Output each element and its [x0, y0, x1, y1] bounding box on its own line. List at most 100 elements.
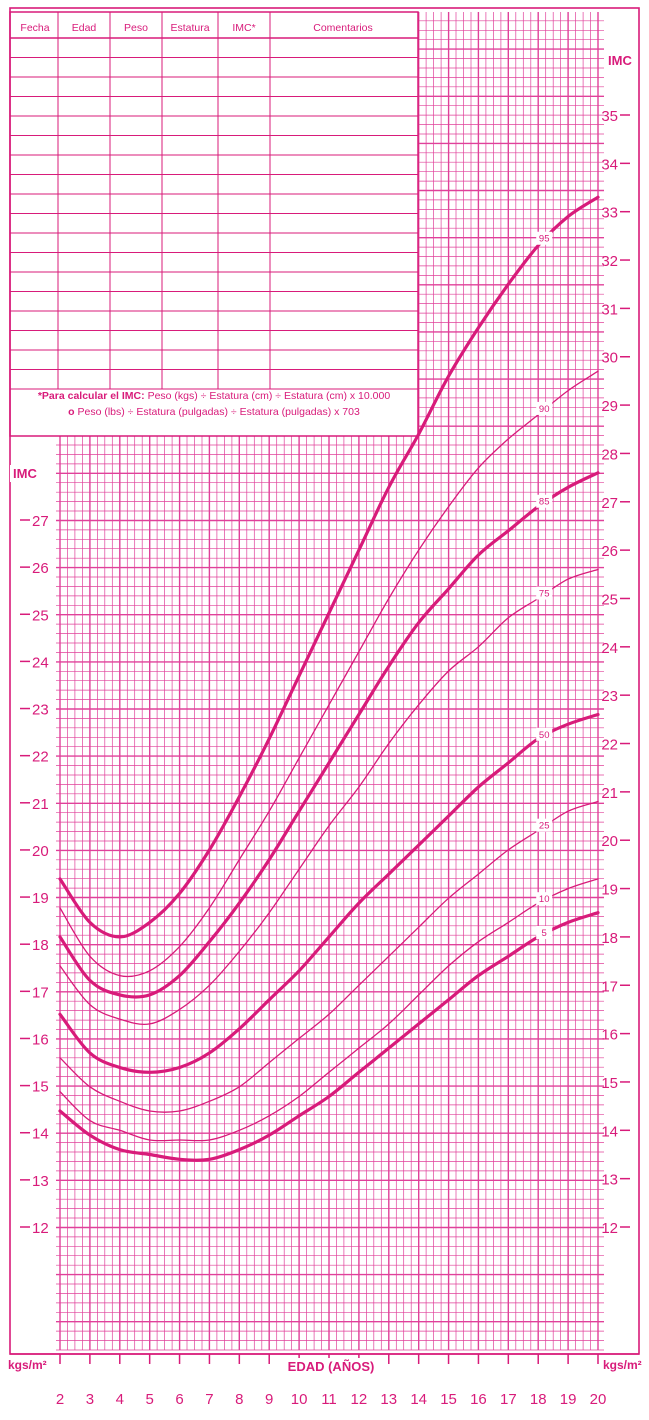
percentile-label-bg: [536, 892, 553, 906]
right-tick-label: 27: [601, 495, 618, 512]
left-tick-label: 25: [32, 607, 49, 624]
x-tick-label: 2: [56, 1391, 64, 1408]
x-tick-label: 6: [175, 1391, 183, 1408]
percentile-labels: 95 90 85 75 50 25 10 5: [536, 231, 553, 940]
right-tick-label: 31: [601, 301, 618, 318]
header-peso: Peso: [124, 22, 148, 34]
percentile-curves: [58, 195, 600, 1162]
right-tick-label: 14: [601, 1123, 618, 1140]
right-tick-label: 15: [601, 1075, 618, 1092]
x-tick-label: 17: [500, 1391, 517, 1408]
left-tick-label: 13: [32, 1173, 49, 1190]
imc-right-label: IMC: [605, 52, 635, 69]
formula-line2: Peso (lbs) ÷ Estatura (pulgadas) ÷ Estat…: [77, 406, 360, 418]
left-tick-label: 20: [32, 843, 49, 860]
x-tick-label: 20: [590, 1391, 607, 1408]
percentile-label-bg: [536, 401, 553, 415]
right-tick-label: 34: [601, 156, 618, 173]
percentile-label-5: 5: [542, 928, 547, 939]
percentile-label-25: 25: [539, 821, 550, 832]
header-fecha: Fecha: [20, 22, 50, 34]
percentile-label-bg: [536, 818, 553, 832]
x-tick-label: 13: [380, 1391, 397, 1408]
x-tick-label: 3: [86, 1391, 94, 1408]
header-edad: Edad: [71, 22, 97, 34]
x-tick-label: 5: [145, 1391, 153, 1408]
right-tick-label: 28: [601, 446, 618, 463]
left-tick-label: 26: [32, 560, 49, 577]
unit-right-label: kgs/m²: [603, 1358, 642, 1372]
left-tick-label: 12: [32, 1220, 49, 1237]
percentile-label-95: 95: [539, 234, 550, 245]
percentile-curve-95: [58, 195, 600, 939]
right-tick-label: 12: [601, 1220, 618, 1237]
formula-line1-bold: *Para calcular el IMC:: [37, 390, 145, 402]
percentile-curve-50: [58, 712, 600, 1074]
x-tick-label: 12: [351, 1391, 368, 1408]
right-tick-label: 23: [601, 688, 618, 705]
left-tick-label: 14: [32, 1126, 49, 1143]
header-estatura: Estatura: [170, 22, 210, 34]
right-tick-label: 25: [601, 591, 618, 608]
left-tick-label: 18: [32, 937, 49, 954]
x-tick-label: 18: [530, 1391, 547, 1408]
percentile-label-50: 50: [539, 730, 550, 741]
x-tick-label: 4: [116, 1391, 124, 1408]
x-tick-label: 14: [410, 1391, 427, 1408]
axis-ticks: 1213141516171819202122232425262712131415…: [20, 108, 630, 1408]
left-tick-label: 17: [32, 984, 49, 1001]
header-imc: IMC*: [232, 22, 256, 34]
right-tick-label: 24: [601, 640, 618, 657]
bmi-formula-note: *Para calcular el IMC: Peso (kgs) ÷ Esta…: [12, 384, 416, 436]
record-table-background: [10, 12, 418, 436]
chart-frame: [9, 7, 640, 1355]
percentile-label-bg: [536, 494, 553, 508]
formula-line2-bold: o: [68, 406, 75, 418]
x-tick-label: 8: [235, 1391, 243, 1408]
right-tick-label: 26: [601, 543, 618, 560]
right-tick-label: 33: [601, 205, 618, 222]
percentile-label-10: 10: [539, 894, 550, 905]
unit-left-label: kgs/m²: [8, 1358, 47, 1372]
percentile-label-bg: [536, 727, 553, 741]
right-tick-label: 21: [601, 785, 618, 802]
percentile-curve-10: [59, 878, 599, 1142]
x-tick-label: 10: [291, 1391, 308, 1408]
right-tick-label: 22: [601, 737, 618, 754]
header-comentarios: Comentarios: [313, 22, 373, 34]
left-tick-label: 21: [32, 796, 49, 813]
x-axis-title: EDAD (AÑOS): [283, 1358, 379, 1375]
percentile-label-85: 85: [539, 497, 550, 508]
right-tick-label: 13: [601, 1172, 618, 1189]
right-tick-label: 35: [601, 108, 618, 125]
percentile-label-bg: [536, 231, 553, 245]
left-tick-label: 24: [32, 654, 49, 671]
formula-line1: Peso (kgs) ÷ Estatura (cm) ÷ Estatura (c…: [147, 390, 391, 402]
percentile-curve-85: [58, 471, 600, 999]
percentile-label-90: 90: [539, 404, 550, 415]
right-tick-label: 18: [601, 930, 618, 947]
percentile-label-bg: [536, 926, 553, 940]
x-tick-label: 11: [321, 1391, 337, 1408]
left-tick-label: 19: [32, 890, 49, 907]
percentile-curve-75: [59, 568, 599, 1025]
right-tick-label: 32: [601, 253, 618, 270]
x-tick-label: 19: [560, 1391, 577, 1408]
x-tick-label: 7: [205, 1391, 213, 1408]
left-tick-label: 22: [32, 749, 49, 766]
right-tick-label: 29: [601, 398, 618, 415]
left-tick-label: 23: [32, 702, 49, 719]
right-tick-label: 20: [601, 833, 618, 850]
percentile-label-75: 75: [539, 589, 550, 600]
imc-left-label: IMC: [10, 465, 40, 482]
percentile-curve-5: [58, 911, 600, 1162]
x-tick-label: 9: [265, 1391, 273, 1408]
percentile-curve-25: [59, 800, 599, 1113]
left-tick-label: 15: [32, 1079, 49, 1096]
right-tick-label: 30: [601, 350, 618, 367]
right-tick-label: 17: [601, 978, 618, 995]
left-tick-label: 16: [32, 1031, 49, 1048]
left-tick-label: 27: [32, 513, 49, 530]
x-tick-label: 16: [470, 1391, 487, 1408]
